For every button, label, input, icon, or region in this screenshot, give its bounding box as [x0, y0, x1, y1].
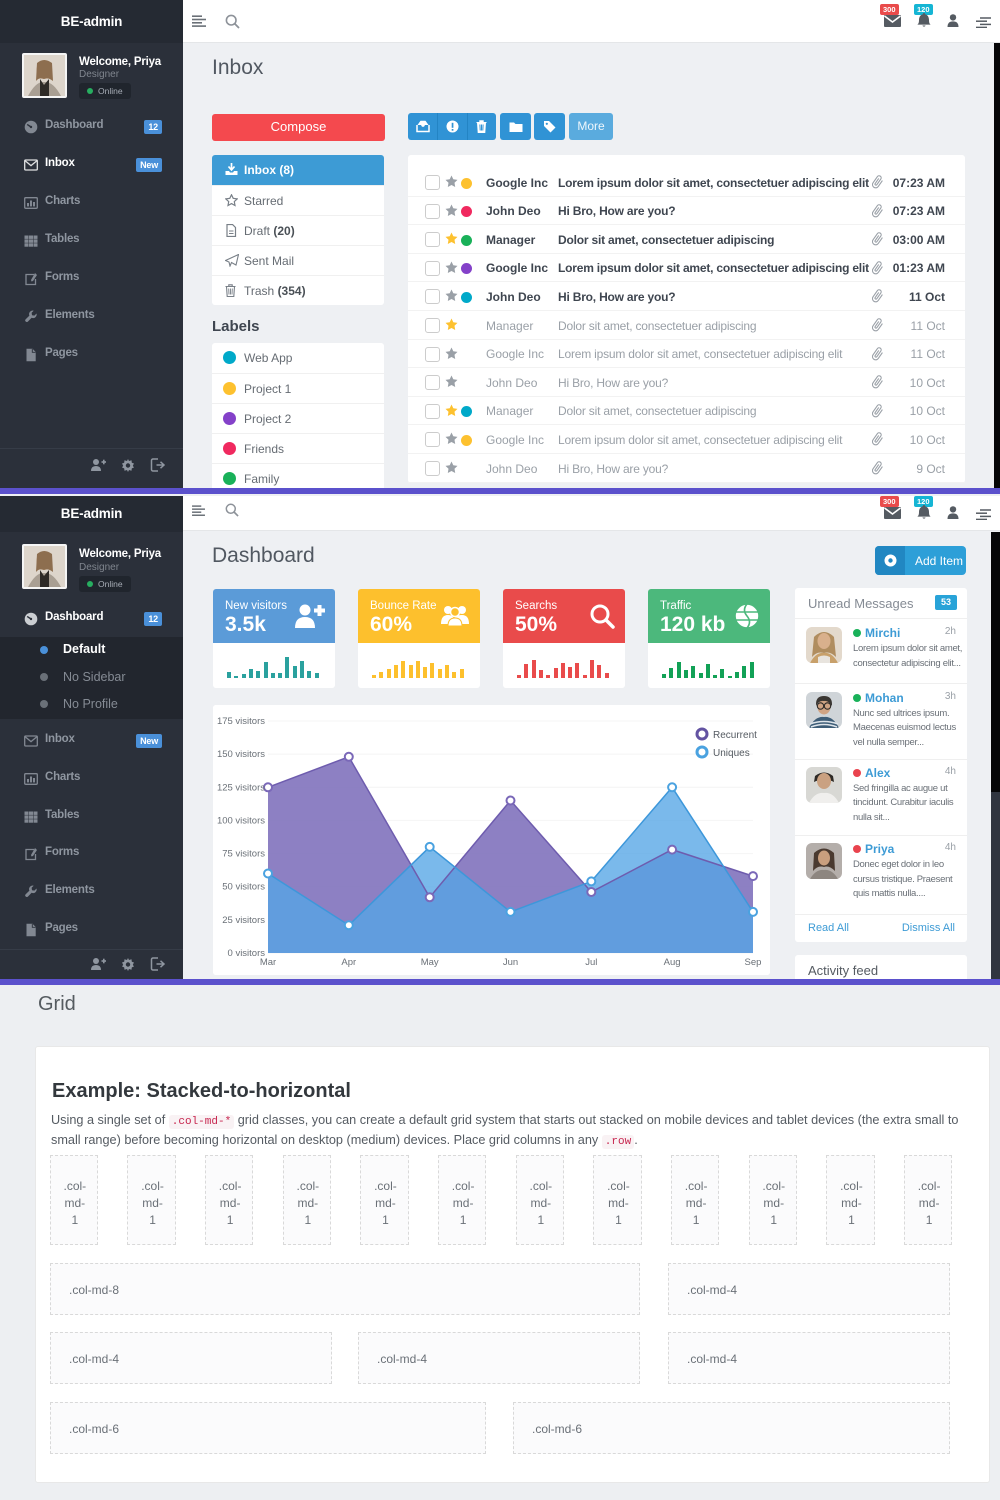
svg-text:75 visitors: 75 visitors [222, 849, 265, 860]
svg-text:25 visitors: 25 visitors [222, 915, 265, 926]
svg-text:Uniques: Uniques [713, 748, 750, 759]
svg-text:May: May [421, 957, 439, 968]
svg-text:Aug: Aug [664, 957, 681, 968]
svg-text:125 visitors: 125 visitors [217, 782, 265, 793]
svg-text:Sep: Sep [745, 957, 762, 968]
svg-text:0 visitors: 0 visitors [228, 948, 266, 959]
svg-text:Jul: Jul [585, 957, 597, 968]
svg-text:Jun: Jun [503, 957, 518, 968]
svg-text:50 visitors: 50 visitors [222, 882, 265, 893]
svg-text:Mar: Mar [260, 957, 276, 968]
svg-text:Recurrent: Recurrent [713, 730, 757, 741]
svg-text:100 visitors: 100 visitors [217, 815, 265, 826]
svg-text:Apr: Apr [341, 957, 356, 968]
svg-text:175 visitors: 175 visitors [217, 716, 265, 727]
svg-text:150 visitors: 150 visitors [217, 749, 265, 760]
